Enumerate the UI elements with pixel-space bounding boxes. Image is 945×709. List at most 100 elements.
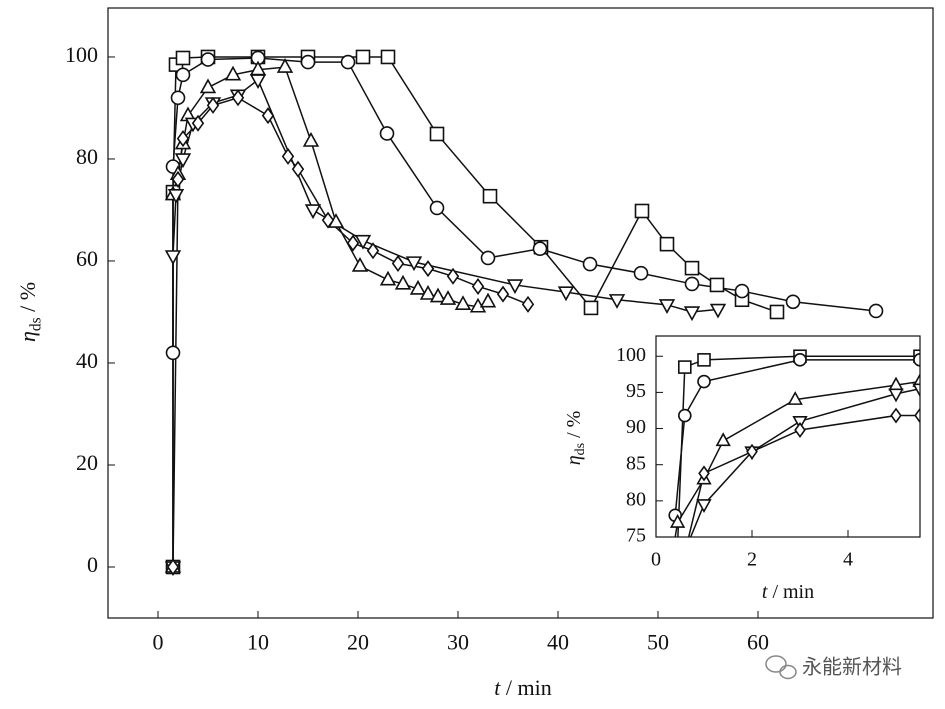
plot-1: 0 2 4 75 80 85 90 95 100 t / min ηds / % bbox=[563, 335, 921, 603]
marker-circle bbox=[340, 54, 356, 70]
y-tick-label: 0 bbox=[87, 552, 98, 577]
marker-triangle-up bbox=[429, 287, 447, 303]
marker-circle bbox=[429, 200, 445, 216]
series-group bbox=[668, 349, 920, 537]
y-label-symbol: η bbox=[563, 455, 585, 465]
marker-triangle-up bbox=[224, 65, 242, 81]
marker-triangle-down bbox=[405, 256, 423, 272]
x-tick-label: 0 bbox=[651, 549, 661, 571]
marker-diamond bbox=[321, 211, 335, 229]
marker-diamond bbox=[176, 130, 190, 148]
marker-triangle-down bbox=[557, 286, 575, 302]
marker-triangle-down bbox=[888, 388, 904, 403]
marker-triangle-down bbox=[167, 188, 185, 204]
marker-circle bbox=[165, 345, 181, 361]
marker-square bbox=[380, 49, 396, 65]
marker-square bbox=[634, 203, 650, 219]
x-tick-label: 20 bbox=[347, 629, 369, 654]
marker-triangle-down bbox=[608, 294, 626, 309]
marker-circle bbox=[677, 408, 692, 423]
marker-square bbox=[659, 236, 675, 252]
marker-triangle-down bbox=[696, 499, 712, 514]
series-group bbox=[164, 49, 884, 577]
y-tick-label: 80 bbox=[76, 144, 98, 169]
marker-triangle-down bbox=[506, 279, 524, 295]
wechat-icon bbox=[765, 655, 797, 680]
marker-square bbox=[677, 360, 692, 374]
marker-diamond bbox=[471, 277, 485, 295]
marker-circle bbox=[793, 353, 807, 367]
marker-square bbox=[583, 300, 599, 316]
y-tick-label: 80 bbox=[626, 488, 646, 510]
marker-triangle-down bbox=[683, 306, 701, 322]
x-tick-label: 50 bbox=[647, 629, 669, 654]
marker-square bbox=[709, 277, 725, 293]
marker-circle bbox=[684, 276, 700, 292]
marker-circle bbox=[480, 250, 496, 266]
y-tick-label: 100 bbox=[616, 344, 646, 366]
marker-circle bbox=[697, 374, 711, 389]
marker-diamond bbox=[261, 107, 275, 125]
y-tick-label: 60 bbox=[76, 246, 98, 271]
marker-circle bbox=[532, 241, 548, 257]
marker-triangle-up bbox=[787, 391, 803, 405]
marker-diamond bbox=[421, 260, 435, 278]
marker-diamond bbox=[446, 267, 460, 285]
marker-circle bbox=[582, 256, 598, 272]
x-axis-label: t / min bbox=[494, 675, 551, 700]
marker-circle bbox=[633, 265, 649, 281]
marker-triangle-up bbox=[454, 295, 472, 311]
marker-diamond bbox=[166, 558, 180, 576]
marker-diamond bbox=[206, 96, 220, 114]
marker-diamond bbox=[794, 422, 806, 438]
y-tick-label: 100 bbox=[65, 42, 98, 67]
marker-triangle-down bbox=[164, 250, 182, 266]
marker-triangle-up bbox=[669, 513, 686, 528]
marker-square bbox=[684, 260, 700, 276]
marker-triangle-up bbox=[912, 372, 920, 387]
marker-square bbox=[175, 50, 191, 66]
x-tick-label: 40 bbox=[547, 629, 569, 654]
marker-square bbox=[482, 188, 498, 204]
marker-triangle-down bbox=[304, 204, 322, 220]
marker-triangle-up bbox=[419, 284, 437, 300]
x-tick-label: 2 bbox=[747, 549, 757, 571]
marker-circle bbox=[868, 303, 884, 319]
y-label-subscript: ds bbox=[27, 317, 44, 331]
marker-triangle-up bbox=[479, 292, 497, 308]
marker-triangle-down bbox=[354, 234, 372, 250]
marker-triangle-up bbox=[439, 290, 457, 305]
marker-diamond bbox=[496, 285, 510, 303]
y-label-subscript: ds bbox=[573, 443, 588, 455]
marker-triangle-down bbox=[658, 299, 676, 314]
y-tick-label: 20 bbox=[76, 450, 98, 475]
marker-diamond bbox=[746, 443, 758, 460]
marker-triangle-up bbox=[199, 78, 217, 94]
y-label-unit: / % bbox=[15, 282, 40, 317]
x-tick-label: 4 bbox=[843, 549, 853, 571]
marker-triangle-up bbox=[351, 256, 369, 272]
marker-diamond bbox=[366, 242, 380, 260]
x-label-unit: / min bbox=[767, 581, 814, 603]
marker-triangle-up bbox=[394, 274, 412, 290]
marker-square bbox=[697, 353, 711, 367]
y-tick-label: 85 bbox=[626, 452, 646, 474]
y-axis-label: ηds / % bbox=[15, 282, 44, 342]
marker-diamond bbox=[281, 147, 295, 165]
marker-diamond bbox=[346, 234, 360, 252]
watermark: 永能新材料 bbox=[802, 655, 902, 679]
x-axis-label: t / min bbox=[762, 581, 814, 603]
y-tick-label: 75 bbox=[626, 525, 646, 547]
y-label-unit: / % bbox=[563, 411, 585, 443]
marker-circle bbox=[379, 126, 395, 141]
marker-triangle-up bbox=[302, 131, 320, 147]
marker-triangle-up bbox=[379, 270, 397, 286]
y-tick-label: 95 bbox=[626, 380, 646, 402]
marker-diamond bbox=[914, 407, 920, 424]
marker-triangle-down bbox=[249, 74, 267, 90]
marker-circle bbox=[200, 52, 216, 67]
marker-diamond bbox=[291, 160, 305, 178]
marker-square bbox=[429, 126, 445, 142]
y-tick-label: 90 bbox=[626, 416, 646, 438]
